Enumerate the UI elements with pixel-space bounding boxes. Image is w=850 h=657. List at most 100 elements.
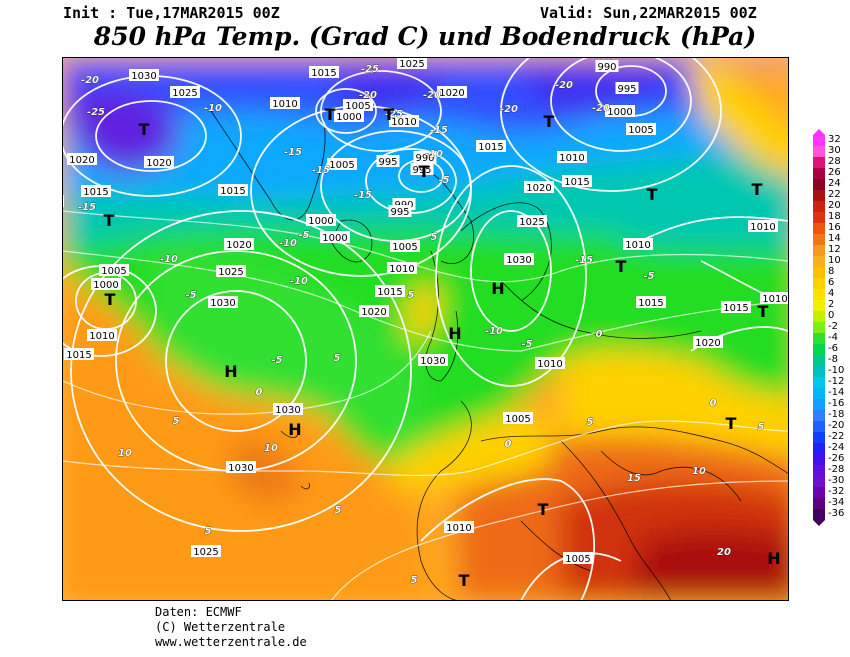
legend-label: 2: [828, 299, 835, 310]
low-pressure-center: T: [104, 211, 115, 230]
footer-url[interactable]: www.wetterzentrale.de: [155, 635, 307, 649]
pressure-label-bg: [375, 285, 405, 297]
temperature-label: -10: [290, 276, 308, 287]
high-pressure-center: H: [767, 549, 780, 568]
legend-swatch: [813, 223, 825, 234]
low-pressure-center: T: [105, 290, 116, 309]
pressure-label-bg: [389, 115, 419, 127]
legend-label: 26: [828, 167, 841, 178]
legend-label: -6: [828, 343, 838, 354]
pressure-label-bg: [87, 329, 117, 341]
pressure-label-bg: [524, 181, 554, 193]
pressure-label: 1000: [336, 112, 361, 123]
chart-title: 850 hPa Temp. (Grad C) und Bodendruck (h…: [93, 22, 757, 51]
temperature-label: -10: [485, 326, 503, 337]
legend-label: 18: [828, 211, 841, 222]
temperature-label: 15: [627, 473, 641, 484]
pressure-label: 1000: [308, 216, 333, 227]
pressure-label: 1025: [519, 217, 544, 228]
low-pressure-center: T: [538, 500, 549, 519]
pressure-label-bg: [388, 205, 412, 217]
legend-swatch: [813, 344, 825, 355]
pressure-label-bg: [413, 151, 437, 163]
legend-swatch: [813, 432, 825, 443]
pressure-label-bg: [224, 238, 254, 250]
pressure-label: 1015: [83, 187, 108, 198]
pressure-label-bg: [437, 86, 467, 98]
low-pressure-center: T: [752, 180, 763, 199]
pressure-label-bg: [563, 552, 593, 564]
pressure-label: 995: [390, 207, 409, 218]
temperature-label: -5: [521, 339, 532, 350]
pressure-label: 1020: [526, 183, 551, 194]
pressure-label: 1025: [172, 88, 197, 99]
temperature-label: -10: [204, 103, 222, 114]
pressure-label-bg: [721, 301, 751, 313]
temperature-label: -20: [81, 75, 99, 86]
temperature-label: -15: [575, 255, 593, 266]
temperature-label: 10: [692, 466, 706, 477]
pressure-label-bg: [535, 357, 565, 369]
pressure-label-bg: [129, 69, 159, 81]
legend-label: 14: [828, 233, 841, 244]
legend-label: 28: [828, 156, 841, 167]
pressure-label-bg: [748, 220, 778, 232]
temperature-label: -15: [78, 202, 96, 213]
pressure-label-bg: [693, 336, 723, 348]
temperature-label: -20: [555, 80, 573, 91]
legend-label: -14: [828, 387, 845, 398]
pressure-label: 1015: [377, 287, 402, 298]
legend-swatch: [813, 289, 825, 300]
pressure-label-bg: [359, 305, 389, 317]
legend-swatch: [813, 454, 825, 465]
low-pressure-center: T: [647, 185, 658, 204]
pressure-label: 1000: [607, 107, 632, 118]
pressure-label: 995: [617, 84, 636, 95]
pressure-label: 1030: [506, 255, 531, 266]
pressure-label-bg: [476, 140, 506, 152]
legend-label: -24: [828, 442, 845, 453]
low-pressure-center: T: [139, 120, 150, 139]
legend-swatch: [813, 366, 825, 377]
legend-label: 0: [828, 310, 835, 321]
temperature-label: -5: [298, 230, 309, 241]
pressure-label: 1020: [695, 338, 720, 349]
pressure-label-bg: [63, 195, 64, 207]
legend-swatch: [813, 443, 825, 454]
pressure-label: 1010: [272, 99, 297, 110]
pressure-label: 1005: [565, 554, 590, 565]
pressure-label: 1010: [762, 294, 787, 305]
legend-label: -18: [828, 409, 845, 420]
pressure-label-bg: [397, 58, 427, 69]
legend-swatch: [813, 234, 825, 245]
pressure-label: 1020: [146, 158, 171, 169]
map-canvas: 1030102510201020101510101005100010101015…: [63, 58, 788, 600]
weather-map[interactable]: 1030102510201020101510101005100010101015…: [62, 57, 789, 601]
temperature-field: [63, 58, 788, 600]
legend-label: 16: [828, 222, 841, 233]
pressure-label: 1015: [564, 177, 589, 188]
pressure-label: 1015: [66, 350, 91, 361]
legend-swatch: [813, 146, 825, 157]
pressure-label: 1010: [89, 331, 114, 342]
pressure-label-bg: [144, 156, 174, 168]
pressure-label-bg: [517, 215, 547, 227]
high-pressure-center: H: [448, 324, 461, 343]
temperature-labels: -20-25-15-10-15-15-20 -20-25-25-15-10-5-1…: [78, 64, 765, 587]
pressure-label-bg: [376, 155, 400, 167]
legend-label: 22: [828, 189, 841, 200]
pressure-label-bg: [216, 265, 246, 277]
pressure-label-bg: [67, 153, 97, 165]
temperature-label: -20: [359, 90, 377, 101]
temperature-label: 0: [710, 398, 717, 409]
pressure-label-bg: [557, 151, 587, 163]
pressure-label-bg: [218, 184, 248, 196]
legend-swatch: [813, 212, 825, 223]
legend-swatch: [813, 509, 825, 520]
pressure-label: 1015: [478, 142, 503, 153]
pressure-label-bg: [191, 545, 221, 557]
legend-swatch: [813, 179, 825, 190]
pressure-label-bg: [170, 86, 200, 98]
legend-label: -32: [828, 486, 845, 497]
pressure-label-bg: [208, 296, 238, 308]
